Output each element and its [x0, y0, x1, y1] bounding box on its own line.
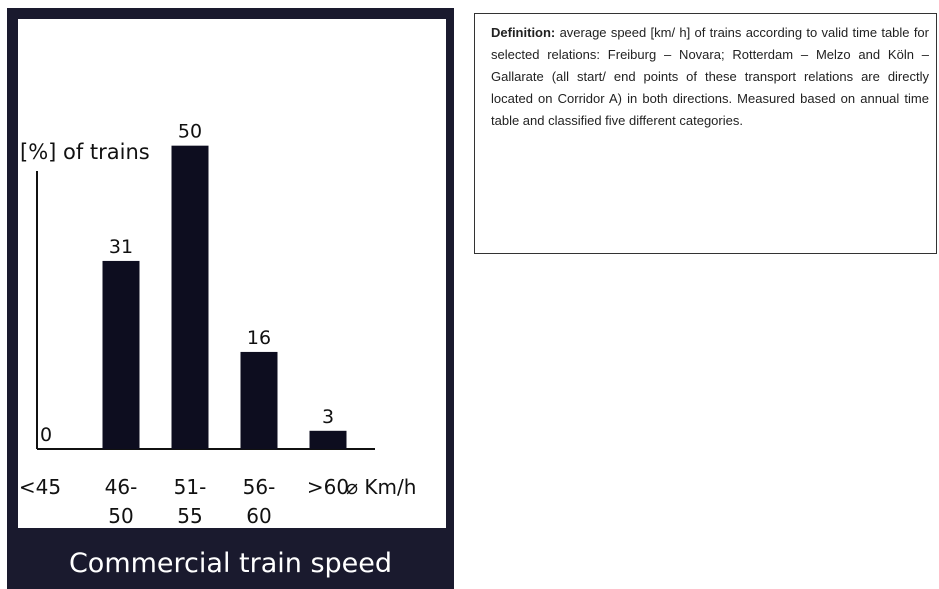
x-tick-label-1-line-0: 46- — [105, 475, 138, 499]
bar-2 — [171, 145, 209, 449]
data-label-2: 50 — [178, 121, 202, 143]
bar-4 — [309, 430, 347, 449]
x-tick-label-1-line-1: 50 — [108, 504, 133, 528]
data-label-0: 0 — [40, 424, 52, 446]
chart-panel: [%] of trains 0 31 50 16 3 <45 46- 50 51- 55 56- 6… — [7, 8, 454, 589]
definition-box: Definition: average speed [km/ h] of tra… — [474, 13, 937, 254]
data-label-3: 16 — [247, 327, 271, 349]
x-tick-label-3-line-1: 60 — [246, 504, 271, 528]
x-tick-label-0: <45 — [19, 475, 61, 499]
data-label-4: 3 — [322, 406, 334, 428]
definition-text: average speed [km/ h] of trains accordin… — [491, 25, 929, 128]
chart-title: Commercial train speed — [68, 548, 393, 579]
data-label-1: 31 — [109, 236, 133, 258]
x-tick-label-2-line-0: 51- — [174, 475, 207, 499]
bar-chart: [%] of trains 0 31 50 16 3 <45 46- 50 51- 55 56- 6… — [19, 121, 417, 528]
x-tick-label-2-line-1: 55 — [177, 504, 202, 528]
x-tick-label-4: >60 — [307, 475, 349, 499]
x-axis-unit-label: ⌀ Km/h — [346, 475, 416, 499]
bar-3 — [240, 351, 278, 449]
y-axis-title: [%] of trains — [20, 140, 150, 164]
definition-label: Definition: — [491, 25, 556, 40]
bar-1 — [102, 260, 140, 449]
plot-area: [%] of trains 0 31 50 16 3 <45 46- 50 51- 55 56- 6… — [18, 19, 446, 528]
x-tick-label-3-line-0: 56- — [243, 475, 276, 499]
